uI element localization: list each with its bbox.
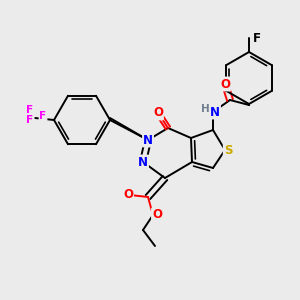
Text: O: O <box>123 188 133 202</box>
Text: O: O <box>220 77 230 91</box>
Text: O: O <box>153 106 163 119</box>
Text: F: F <box>26 105 34 115</box>
Text: N: N <box>210 106 220 118</box>
Text: N: N <box>143 134 153 146</box>
Text: N: N <box>138 155 148 169</box>
Text: H: H <box>201 104 209 114</box>
Text: S: S <box>224 143 232 157</box>
Text: F: F <box>26 115 34 125</box>
Text: F: F <box>39 111 46 121</box>
Text: F: F <box>253 32 261 44</box>
Text: O: O <box>152 208 162 221</box>
